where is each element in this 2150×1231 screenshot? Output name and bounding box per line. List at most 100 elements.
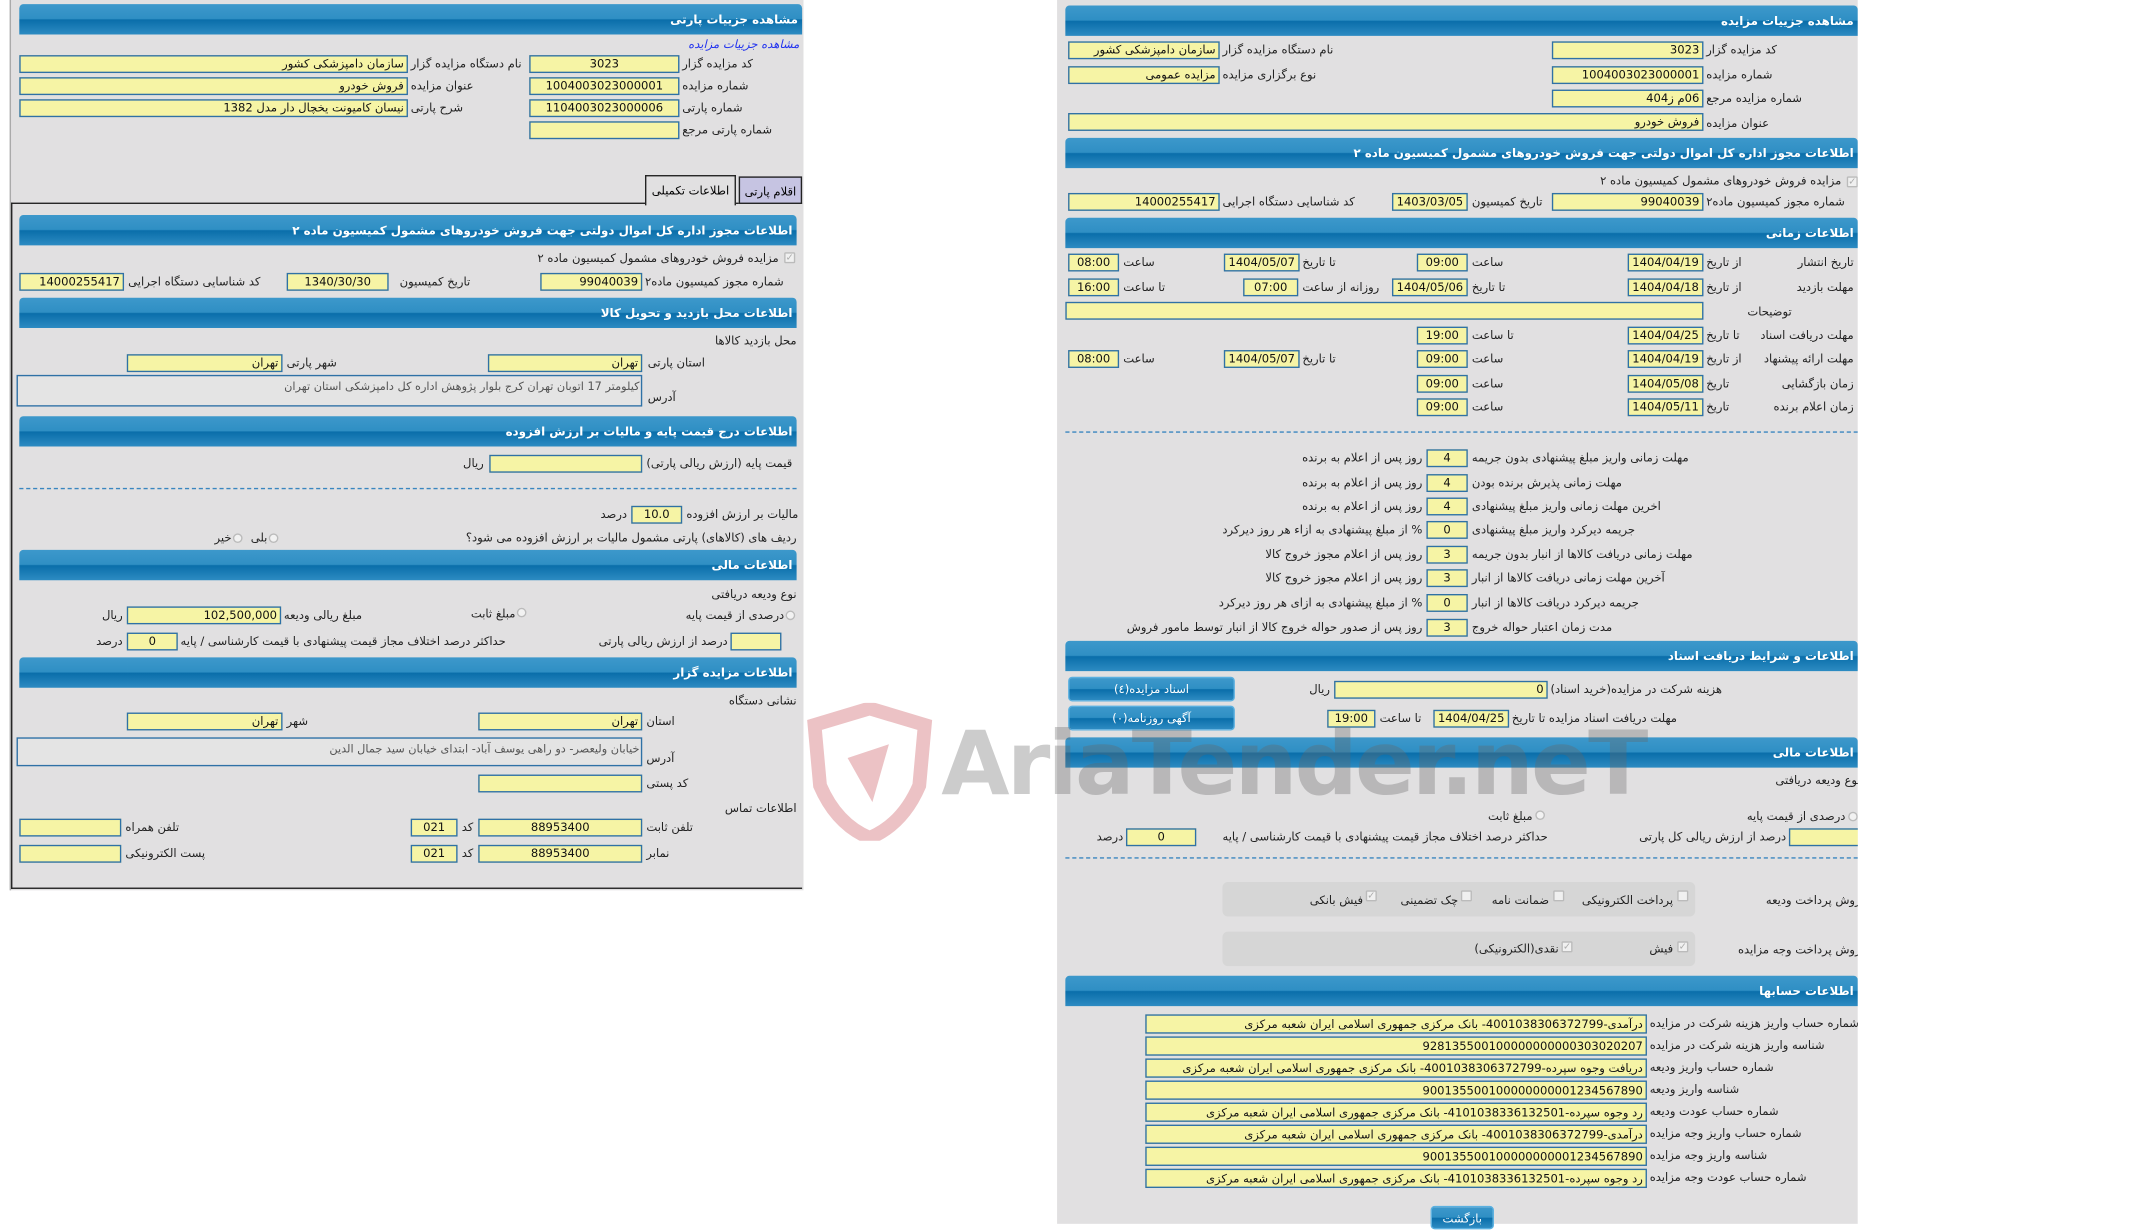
- auction-permit-no-field[interactable]: 99040039: [1551, 192, 1704, 211]
- electronic-payment-checkbox[interactable]: [1677, 890, 1689, 902]
- commission-date-field[interactable]: 1340/30/30: [286, 272, 389, 291]
- party-number-field[interactable]: 1104003023000006: [529, 99, 680, 118]
- docs-deadline-date[interactable]: 1404/04/25: [1433, 709, 1510, 728]
- auction-ref-field[interactable]: 06م ز404: [1551, 89, 1704, 108]
- tab-additional-info[interactable]: اطلاعات تکمیلی: [644, 175, 736, 206]
- rule-value-field[interactable]: 4: [1426, 474, 1468, 493]
- exec-id-field[interactable]: 14000255417: [19, 272, 125, 291]
- docs-to-date[interactable]: 1404/04/25: [1627, 326, 1704, 345]
- auction-documents-button[interactable]: اسناد مزایده(٤): [1068, 676, 1235, 702]
- docs-deadline-time[interactable]: 19:00: [1327, 709, 1376, 728]
- tab-party-items[interactable]: اقلام پارتی: [738, 176, 803, 204]
- account-field[interactable]: رد وجوه سپرده-4101038336132501- بانک مرک…: [1145, 1102, 1647, 1122]
- offer-from-date[interactable]: 1404/04/19: [1627, 350, 1704, 368]
- participation-fee-field[interactable]: 0: [1334, 680, 1548, 699]
- percent-of-value-field[interactable]: [730, 632, 782, 651]
- org-city-field[interactable]: تهران: [126, 712, 283, 731]
- visit-daily-from[interactable]: 07:00: [1243, 278, 1299, 297]
- offer-from-time[interactable]: 09:00: [1416, 350, 1468, 368]
- fax-code-field[interactable]: 021: [410, 844, 458, 863]
- account-field[interactable]: 928135500100000000000303020207: [1145, 1036, 1647, 1056]
- account-field[interactable]: 900135500100000000001234567890: [1145, 1080, 1647, 1100]
- auction-number-field[interactable]: 1004003023000001: [529, 77, 680, 96]
- rule-value-field[interactable]: 4: [1426, 449, 1468, 468]
- deposit-percent-radio[interactable]: [785, 610, 796, 621]
- publish-to-time[interactable]: 08:00: [1068, 253, 1120, 272]
- permit-number-field[interactable]: 99040039: [540, 272, 643, 291]
- deposit-amount-field[interactable]: 102,500,000: [126, 606, 282, 625]
- view-auction-details-link[interactable]: مشاهده جزییات مزایده: [688, 37, 800, 51]
- deposit-fixed-radio[interactable]: [516, 607, 527, 618]
- offer-to-date[interactable]: 1404/05/07: [1223, 350, 1300, 368]
- visit-from-date[interactable]: 1404/04/18: [1627, 278, 1704, 297]
- account-field[interactable]: درآمدی-4001038306372799- بانک مرکزی جمهو…: [1145, 1124, 1647, 1144]
- auction-percent-of-field[interactable]: [1788, 828, 1861, 847]
- slip-checkbox[interactable]: ✓: [1677, 941, 1689, 953]
- vat-field[interactable]: 10.0: [631, 505, 683, 524]
- mobile-field[interactable]: [19, 818, 122, 837]
- base-price-field[interactable]: [489, 454, 643, 473]
- rule-value-field[interactable]: 3: [1426, 545, 1468, 564]
- phone-field[interactable]: 88953400: [478, 818, 643, 837]
- docs-to-time[interactable]: 19:00: [1416, 326, 1468, 345]
- publish-from-date[interactable]: 1404/04/19: [1627, 253, 1704, 272]
- visit-to-date[interactable]: 1404/05/06: [1391, 278, 1468, 297]
- rule-value-field[interactable]: 0: [1426, 594, 1468, 612]
- auction-payment-label: روش پرداخت وجه مزایده: [1737, 942, 1861, 957]
- rule-value-field[interactable]: 4: [1426, 497, 1468, 516]
- visit-daily-to[interactable]: 16:00: [1068, 278, 1120, 297]
- party-description-field[interactable]: نیسان کامیونت یخچال دار مدل 1382: [19, 99, 408, 118]
- auction-max-diff-field[interactable]: 0: [1125, 828, 1197, 847]
- visit-address-field[interactable]: کیلومتر 17 اتوبان تهران کرج بلوار پژوهش …: [16, 374, 643, 407]
- auction-deposit-percent-radio[interactable]: [1848, 811, 1858, 822]
- auction-org-field[interactable]: سازمان دامپزشکی کشور: [1068, 41, 1220, 60]
- auction-type-field[interactable]: مزایده عمومی: [1068, 66, 1220, 85]
- bank-slip-checkbox[interactable]: ✓: [1365, 890, 1377, 902]
- winner-date[interactable]: 1404/05/11: [1627, 398, 1704, 417]
- email-field[interactable]: [19, 844, 122, 863]
- rule-value-field[interactable]: 3: [1426, 618, 1468, 637]
- org-province-field[interactable]: تهران: [478, 712, 643, 731]
- account-field[interactable]: دریافت وجوه سپرده-4001038306372799- بانک…: [1145, 1058, 1647, 1078]
- account-field[interactable]: درآمدی-4001038306372799- بانک مرکزی جمهو…: [1145, 1014, 1647, 1034]
- fax-field[interactable]: 88953400: [478, 844, 643, 863]
- party-ref-field[interactable]: [529, 121, 680, 140]
- rule-value-field[interactable]: 0: [1426, 520, 1468, 539]
- auction-exec-id-field[interactable]: 14000255417: [1068, 192, 1220, 211]
- participation-fee-currency: ریال: [1309, 682, 1330, 696]
- publish-from-time[interactable]: 09:00: [1416, 253, 1468, 272]
- vat-yes-radio[interactable]: [268, 533, 279, 544]
- auction-commission-checkbox[interactable]: ✓: [1846, 176, 1858, 188]
- opening-date[interactable]: 1404/05/08: [1627, 374, 1704, 393]
- back-button[interactable]: بازگشت: [1430, 1205, 1494, 1230]
- cash-electronic-checkbox[interactable]: ✓: [1561, 941, 1573, 953]
- account-field[interactable]: رد وجوه سپرده-4101038336132501- بانک مرک…: [1145, 1168, 1647, 1189]
- auction-no-field[interactable]: 1004003023000001: [1551, 66, 1704, 85]
- org-address-field[interactable]: خیابان ولیعصر- دو راهی یوسف آباد- ابتدای…: [16, 737, 643, 767]
- phone-code-field[interactable]: 021: [410, 818, 458, 837]
- notes-field[interactable]: [1065, 301, 1704, 320]
- auction-deposit-fixed-radio[interactable]: [1535, 810, 1545, 821]
- winner-time[interactable]: 09:00: [1416, 398, 1468, 417]
- org-name-field[interactable]: سازمان دامپزشکی کشور: [19, 55, 408, 74]
- divider: [1065, 431, 1858, 433]
- postal-code-field[interactable]: [478, 774, 643, 793]
- auction-name-field[interactable]: فروش خودرو: [1068, 113, 1704, 131]
- cheque-checkbox[interactable]: [1460, 890, 1472, 902]
- auction-code-field[interactable]: 3023: [1551, 41, 1704, 60]
- auction-commission-date-field[interactable]: 1403/03/05: [1391, 192, 1468, 211]
- opening-time[interactable]: 09:00: [1416, 374, 1468, 393]
- account-field[interactable]: 900135500100000000001234567890: [1145, 1146, 1647, 1166]
- vat-no-radio[interactable]: [232, 533, 243, 544]
- newspaper-ads-button[interactable]: آگهی روزنامه(٠): [1068, 705, 1235, 731]
- auction-title-field[interactable]: فروش خودرو: [19, 77, 408, 96]
- rule-value-field[interactable]: 3: [1426, 569, 1468, 588]
- offer-to-time[interactable]: 08:00: [1068, 350, 1120, 368]
- party-province-field[interactable]: تهران: [487, 354, 643, 373]
- max-diff-field[interactable]: 0: [126, 632, 178, 651]
- auctioneer-code-field[interactable]: 3023: [529, 55, 680, 74]
- publish-to-date[interactable]: 1404/05/07: [1223, 253, 1300, 272]
- party-city-field[interactable]: تهران: [126, 354, 283, 373]
- commission-checkbox[interactable]: ✓: [784, 252, 796, 264]
- guarantee-checkbox[interactable]: [1553, 890, 1565, 902]
